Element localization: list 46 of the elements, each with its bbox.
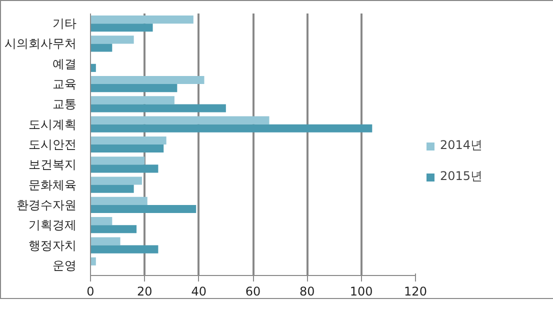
bar	[90, 116, 270, 124]
bar	[90, 16, 194, 24]
bar	[90, 124, 372, 132]
x-tick-label: 120	[404, 284, 427, 298]
bar	[90, 76, 204, 84]
x-tick-label: 20	[137, 284, 152, 298]
bar	[90, 64, 96, 72]
bar	[90, 36, 134, 44]
y-tick-label: 도시안전	[28, 138, 76, 152]
y-tick-label: 기획경제	[28, 218, 76, 232]
y-tick-label: 교육	[52, 77, 76, 92]
bar	[90, 136, 166, 144]
bar	[90, 176, 142, 185]
bar	[90, 156, 145, 165]
bar	[90, 24, 153, 32]
bar	[90, 144, 164, 153]
y-tick-label: 운영	[52, 258, 76, 272]
bar	[90, 96, 174, 104]
bar	[90, 237, 120, 246]
bar	[90, 245, 158, 254]
bar	[90, 204, 196, 214]
legend-label: 2014년	[440, 137, 483, 154]
y-tick-label: 시의회사무처	[4, 36, 76, 51]
bar	[90, 196, 148, 205]
y-tick-label: 예결	[52, 56, 76, 71]
y-tick-label: 기타	[52, 16, 76, 31]
bar	[90, 257, 96, 266]
bar	[90, 84, 178, 92]
bar	[90, 104, 226, 112]
bar	[90, 217, 112, 226]
y-tick-label: 환경수자원	[16, 198, 76, 212]
y-tick-label: 행정자치	[28, 238, 76, 252]
y-tick-label: 보건복지	[28, 158, 76, 172]
legend-label: 2015년	[440, 168, 483, 185]
x-tick-label: 100	[350, 284, 373, 298]
y-tick-label: 문화체육	[28, 178, 76, 192]
bar	[90, 225, 137, 234]
bar	[90, 164, 158, 173]
x-tick-label: 60	[245, 284, 261, 298]
x-tick-label: 0	[86, 284, 94, 298]
y-tick-label: 도시계획	[28, 117, 76, 132]
bar	[90, 44, 112, 52]
y-tick-label: 교통	[52, 97, 76, 112]
bar	[90, 184, 134, 193]
x-tick-label: 40	[191, 284, 206, 298]
x-tick-label: 80	[300, 284, 315, 298]
